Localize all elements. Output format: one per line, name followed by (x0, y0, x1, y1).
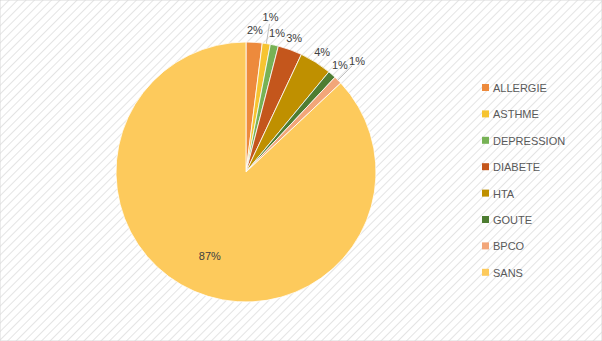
legend-item: ALLERGIE (482, 82, 547, 94)
legend-item: DIABETE (482, 161, 540, 173)
legend-swatch (482, 110, 489, 117)
legend-item: GOUTE (482, 214, 532, 226)
data-label: 1% (332, 59, 348, 71)
legend-swatch (482, 216, 489, 223)
legend-swatch (482, 190, 489, 197)
pie-slice (116, 42, 376, 302)
legend-item: BPCO (482, 240, 525, 252)
legend-label: DIABETE (493, 161, 540, 173)
data-label: 1% (349, 55, 365, 67)
data-label: 1% (263, 11, 279, 23)
data-labels: 2%1%1%3%4%1%1%87% (199, 11, 365, 262)
legend-label: BPCO (493, 240, 525, 252)
legend-swatch (482, 137, 489, 144)
legend: ALLERGIE ASTHME DEPRESSION DIABETE HTA GOUTE B… (482, 82, 565, 279)
chart: 2%1%1%3%4%1%1%87%ALLERGIEASTHMEDEPRESSIO… (0, 0, 602, 341)
legend-label: DEPRESSION (493, 135, 565, 147)
legend-label: SANS (493, 267, 523, 279)
data-label: 1% (269, 27, 285, 39)
legend-label: ASTHME (493, 108, 539, 120)
data-label: 87% (199, 250, 221, 262)
data-label: 2% (247, 24, 263, 36)
background (0, 0, 602, 341)
legend-item: ASTHME (482, 108, 539, 120)
data-label: 4% (314, 46, 330, 58)
legend-swatch (482, 84, 489, 91)
legend-swatch (482, 163, 489, 170)
legend-item: HTA (482, 188, 515, 200)
legend-swatch (482, 242, 489, 249)
legend-label: ALLERGIE (493, 82, 547, 94)
legend-label: GOUTE (493, 214, 532, 226)
legend-item: SANS (482, 267, 523, 279)
legend-label: HTA (493, 188, 515, 200)
leader-line (338, 66, 352, 80)
pie (116, 42, 376, 302)
legend-swatch (482, 269, 489, 276)
legend-item: DEPRESSION (482, 135, 565, 147)
data-label: 3% (286, 32, 302, 44)
